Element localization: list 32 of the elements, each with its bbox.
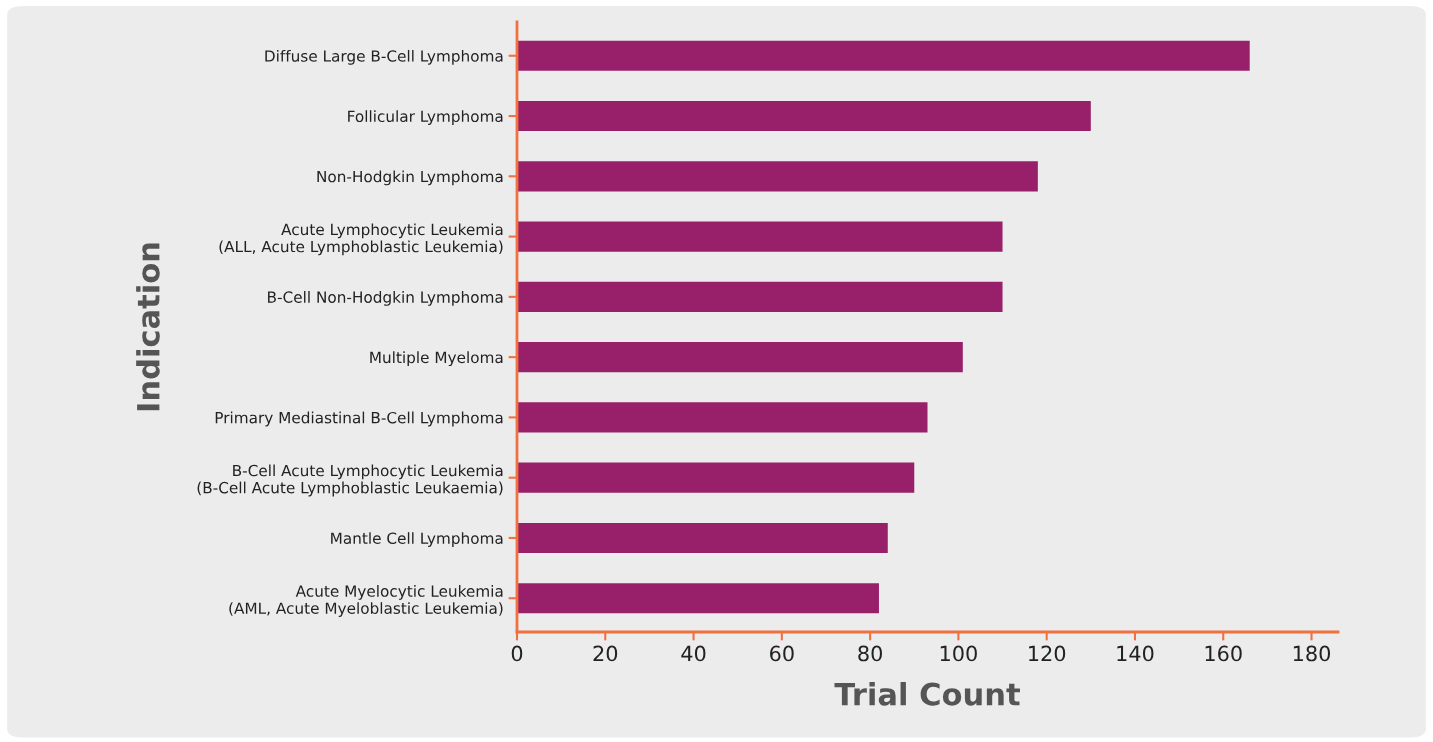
bar: [517, 281, 1003, 312]
y-tick-label: Diffuse Large B-Cell Lymphoma: [265, 49, 503, 65]
x-tick-label: 160: [1205, 645, 1242, 662]
bar: [517, 100, 1091, 132]
x-axis-title: Trial Count: [834, 682, 1020, 706]
bar: [517, 402, 928, 433]
y-tick-label: Acute Lymphocytic Leukemia (ALL, Acute Lymphoblastic Leukemia): [219, 223, 503, 256]
bar: [517, 161, 1038, 192]
y-tick-label: Mantle Cell Lymphoma: [331, 532, 503, 547]
y-tick-label: Follicular Lymphoma: [348, 110, 503, 126]
bar: [517, 342, 963, 373]
x-tick-label: 60: [770, 645, 794, 662]
y-tick-label: B-Cell Acute Lymphocytic Leukemia (B-Cell Acute Lymphoblastic Leukaemia): [197, 464, 503, 497]
x-tick-label: 140: [1117, 645, 1154, 662]
bar: [517, 522, 888, 554]
y-axis-title: Indication: [136, 243, 160, 411]
y-tick-label: Non-Hodgkin Lymphoma: [317, 170, 503, 186]
y-tick-label: B-Cell Non-Hodgkin Lymphoma: [268, 291, 503, 306]
x-tick-label: 20: [593, 645, 618, 662]
bar: [517, 40, 1250, 71]
y-tick-label: Acute Myelocytic Leukemia (AML, Acute Myeloblastic Leukemia): [229, 585, 503, 617]
y-tick-label: Multiple Myeloma: [370, 351, 503, 367]
x-tick-label: 100: [940, 645, 977, 662]
x-tick-label: 80: [858, 645, 882, 662]
y-tick-label: Primary Mediastinal B-Cell Lymphoma: [215, 411, 503, 427]
x-tick-label: 180: [1293, 645, 1331, 662]
bar: [517, 583, 879, 614]
bar: [517, 221, 1003, 252]
bar: [517, 462, 915, 493]
x-tick-label: 120: [1029, 645, 1066, 662]
x-tick-label: 0: [511, 645, 523, 662]
x-tick-label: 40: [681, 645, 706, 662]
